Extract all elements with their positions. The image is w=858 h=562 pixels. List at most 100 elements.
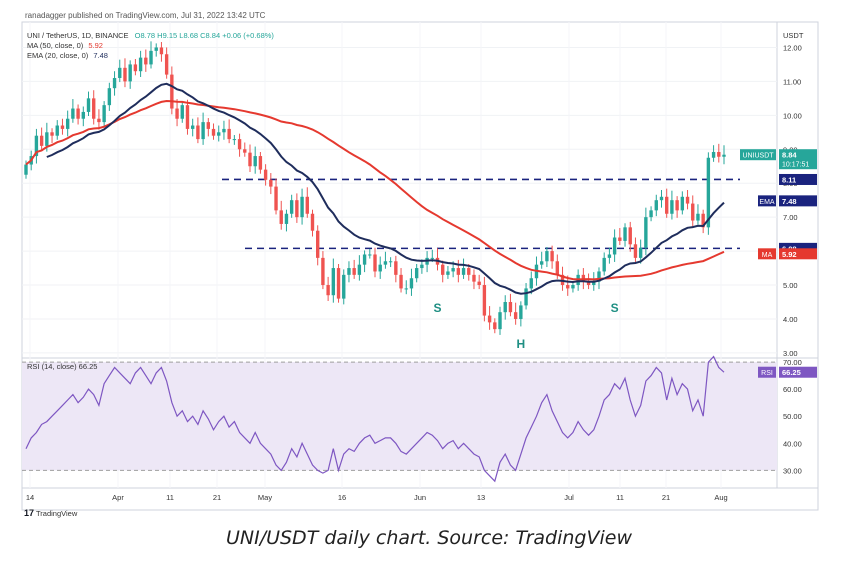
candle-body	[50, 132, 54, 136]
series-name-tag	[758, 195, 776, 207]
time-tick-label: 11	[166, 493, 174, 502]
candle-body	[446, 271, 450, 275]
candle-body	[342, 274, 346, 299]
candle-body	[383, 261, 388, 265]
candle-body	[701, 213, 705, 228]
pattern-annotation: S	[611, 301, 619, 315]
candle-body	[529, 278, 533, 289]
candle-body	[539, 261, 544, 265]
candle-body	[378, 264, 382, 272]
candle-body	[154, 47, 158, 51]
candle-body	[472, 274, 476, 282]
candle-body	[357, 264, 362, 275]
candle-body	[612, 237, 617, 255]
candle-body	[461, 268, 466, 275]
rsi-tick-label: 70.00	[783, 358, 802, 367]
candle-body	[227, 128, 231, 140]
candle-body	[722, 154, 726, 157]
candle-body	[362, 254, 367, 265]
candle-body	[675, 200, 679, 211]
candle-body	[201, 122, 205, 140]
candle-body	[144, 57, 148, 65]
candle-body	[665, 196, 669, 214]
candle-body	[175, 108, 179, 119]
time-tick-label: 14	[26, 493, 34, 502]
candle-body	[441, 264, 445, 275]
candle-body	[112, 78, 117, 89]
candle-body	[638, 247, 643, 258]
candle-body	[97, 118, 101, 123]
pattern-annotations: S H S	[433, 301, 618, 351]
candle-body	[232, 139, 237, 141]
candle-body	[76, 108, 80, 119]
price-value-box	[779, 195, 817, 207]
candle-body	[503, 302, 507, 313]
candle-body	[602, 257, 606, 272]
rsi-band-fill	[22, 362, 777, 471]
candle-body	[217, 132, 221, 136]
candle-body	[149, 50, 153, 65]
usdt-axis-label: USDT	[783, 31, 804, 40]
candle-body	[211, 128, 216, 136]
rsi-name-tag-text: RSI	[761, 370, 773, 377]
rsi-axis-ticks: 70.00 60.00 50.00 40.00 30.00	[783, 358, 802, 475]
candle-body	[607, 254, 612, 258]
candle-body	[456, 268, 461, 275]
candle-body	[691, 203, 695, 221]
rsi-value-box	[779, 366, 817, 378]
candle-body	[399, 274, 403, 289]
rsi-tick-label: 40.00	[783, 439, 802, 448]
candle-body	[420, 264, 424, 269]
price-tick-label: 4.00	[783, 315, 798, 324]
candle-body	[269, 179, 273, 187]
ema20-line	[46, 82, 725, 295]
series-name-tag	[740, 149, 776, 161]
rsi-series-line	[25, 355, 725, 483]
candle-body	[24, 164, 28, 175]
rsi-value-text: 66.25	[782, 368, 801, 377]
publisher-text: ranadagger published on TradingView.com,…	[25, 11, 266, 20]
price-grid	[22, 22, 777, 488]
candle-body	[164, 54, 169, 75]
candle-body	[633, 244, 638, 258]
candle-body	[513, 312, 518, 319]
rsi-tick-label: 60.00	[783, 385, 802, 394]
trading-chart: SHS 12.0011.0010.009.008.007.006.005.004…	[21, 11, 819, 518]
candle-body	[206, 122, 211, 129]
candle-body	[321, 257, 325, 286]
candle-body	[331, 268, 336, 296]
price-value-text: 7.48	[782, 197, 797, 206]
symbol-line: UNI / TetherUS, 1D, BINANCE O8.78 H9.15 …	[27, 31, 274, 40]
candle-body	[711, 151, 716, 158]
price-tick-label: 3.00	[783, 349, 798, 358]
candle-body	[685, 196, 690, 204]
candle-body	[519, 305, 523, 319]
candle-body	[237, 139, 242, 150]
candle-body	[566, 285, 570, 289]
candle-body	[310, 213, 315, 231]
price-tick-label: 12.00	[783, 43, 802, 52]
tradingview-logo: 17 TradingView	[24, 508, 78, 518]
candle-body	[123, 67, 127, 82]
candle-body	[60, 125, 65, 129]
candle-body	[71, 108, 75, 119]
candle-body	[394, 261, 398, 275]
candle-body	[388, 261, 393, 263]
candle-body	[467, 268, 471, 275]
candle-body	[586, 281, 591, 286]
ema-legend-label: EMA (20, close, 0)	[27, 51, 89, 60]
ema-legend: EMA (20, close, 0) 7.48	[27, 51, 108, 60]
candle-body	[368, 254, 372, 256]
candle-body	[628, 227, 632, 245]
time-tick-label: Apr	[112, 493, 124, 502]
ma-legend: MA (50, close, 0) 5.92	[27, 41, 103, 50]
candle-body	[263, 169, 268, 180]
candle-body	[138, 57, 143, 72]
candle-body	[196, 125, 200, 140]
candle-body	[581, 274, 586, 282]
candle-body	[414, 268, 419, 279]
candle-body	[274, 186, 278, 211]
candle-body	[696, 213, 700, 221]
tradingview-logo-mark: 17	[24, 508, 34, 518]
candle-body	[107, 88, 112, 106]
